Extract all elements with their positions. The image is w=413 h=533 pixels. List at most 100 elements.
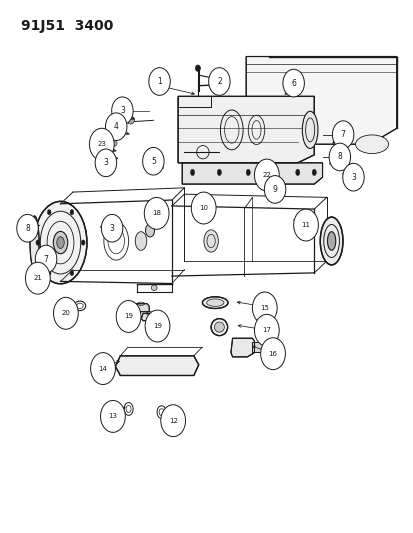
Ellipse shape <box>47 209 51 215</box>
Circle shape <box>328 143 350 171</box>
Ellipse shape <box>47 270 51 276</box>
Circle shape <box>116 301 141 333</box>
Circle shape <box>191 192 216 224</box>
Text: 11: 11 <box>301 222 310 228</box>
Text: 19: 19 <box>124 313 133 319</box>
Polygon shape <box>115 356 198 375</box>
Circle shape <box>254 314 278 346</box>
Circle shape <box>95 149 116 176</box>
Circle shape <box>208 68 230 95</box>
Text: 23: 23 <box>97 141 106 147</box>
Ellipse shape <box>270 169 274 175</box>
Polygon shape <box>246 56 396 144</box>
Ellipse shape <box>345 132 348 137</box>
Text: 4: 4 <box>114 122 119 131</box>
Text: 10: 10 <box>199 205 208 211</box>
Text: 2: 2 <box>216 77 221 86</box>
Ellipse shape <box>206 299 223 306</box>
Text: 12: 12 <box>169 418 177 424</box>
Ellipse shape <box>217 169 221 175</box>
Circle shape <box>142 148 164 175</box>
Text: 18: 18 <box>152 211 161 216</box>
Ellipse shape <box>320 217 342 265</box>
Circle shape <box>148 68 170 95</box>
Ellipse shape <box>135 232 146 251</box>
Text: 13: 13 <box>108 414 117 419</box>
Circle shape <box>332 121 353 149</box>
Text: 5: 5 <box>151 157 155 166</box>
Ellipse shape <box>125 108 131 114</box>
Ellipse shape <box>70 270 74 276</box>
Ellipse shape <box>111 140 117 147</box>
Text: 3: 3 <box>109 224 114 233</box>
Ellipse shape <box>311 169 316 175</box>
Circle shape <box>17 214 38 242</box>
Circle shape <box>100 400 125 432</box>
Polygon shape <box>252 342 262 352</box>
Text: 3: 3 <box>120 106 125 115</box>
Ellipse shape <box>355 135 388 154</box>
Ellipse shape <box>190 169 194 175</box>
Polygon shape <box>178 96 313 163</box>
Circle shape <box>89 128 114 160</box>
Circle shape <box>25 262 50 294</box>
Ellipse shape <box>211 319 227 336</box>
Text: 22: 22 <box>262 172 271 178</box>
Ellipse shape <box>301 111 317 149</box>
Ellipse shape <box>204 230 218 252</box>
Circle shape <box>282 69 304 97</box>
Text: 9: 9 <box>272 185 277 194</box>
Text: 3: 3 <box>350 173 355 182</box>
Text: 91J51  3400: 91J51 3400 <box>21 19 114 33</box>
Text: 8: 8 <box>337 152 342 161</box>
Polygon shape <box>141 313 158 321</box>
Ellipse shape <box>30 216 39 269</box>
Polygon shape <box>230 338 254 357</box>
Circle shape <box>101 214 123 242</box>
Circle shape <box>254 159 278 191</box>
Circle shape <box>112 97 133 125</box>
Text: 19: 19 <box>153 323 161 329</box>
Circle shape <box>105 113 127 141</box>
Ellipse shape <box>295 169 299 175</box>
Ellipse shape <box>327 232 335 251</box>
Ellipse shape <box>214 322 224 332</box>
Text: 15: 15 <box>260 305 268 311</box>
Ellipse shape <box>151 285 157 290</box>
Ellipse shape <box>53 231 68 254</box>
Ellipse shape <box>246 169 250 175</box>
Ellipse shape <box>57 237 64 248</box>
Ellipse shape <box>343 155 347 159</box>
Text: 20: 20 <box>61 310 70 316</box>
Ellipse shape <box>36 240 40 245</box>
Text: 1: 1 <box>157 77 161 86</box>
Circle shape <box>264 175 285 203</box>
Ellipse shape <box>127 117 134 124</box>
Ellipse shape <box>353 175 356 180</box>
Text: 16: 16 <box>268 351 277 357</box>
Circle shape <box>260 338 285 369</box>
Polygon shape <box>182 163 322 184</box>
Circle shape <box>145 310 169 342</box>
Text: 6: 6 <box>290 78 295 87</box>
Text: 17: 17 <box>262 327 271 333</box>
Text: 21: 21 <box>33 275 42 281</box>
Circle shape <box>342 164 363 191</box>
Ellipse shape <box>34 201 87 284</box>
Circle shape <box>90 353 115 384</box>
Circle shape <box>35 245 57 273</box>
Text: 3: 3 <box>103 158 108 167</box>
Text: 8: 8 <box>25 224 30 233</box>
Circle shape <box>160 405 185 437</box>
Polygon shape <box>133 304 149 312</box>
Ellipse shape <box>70 209 74 215</box>
Circle shape <box>252 292 276 324</box>
Circle shape <box>53 297 78 329</box>
Ellipse shape <box>81 240 85 245</box>
Circle shape <box>293 209 318 241</box>
Ellipse shape <box>202 297 228 309</box>
Text: 7: 7 <box>43 255 48 263</box>
Text: 7: 7 <box>340 130 345 139</box>
Circle shape <box>144 197 169 229</box>
Ellipse shape <box>145 224 154 237</box>
